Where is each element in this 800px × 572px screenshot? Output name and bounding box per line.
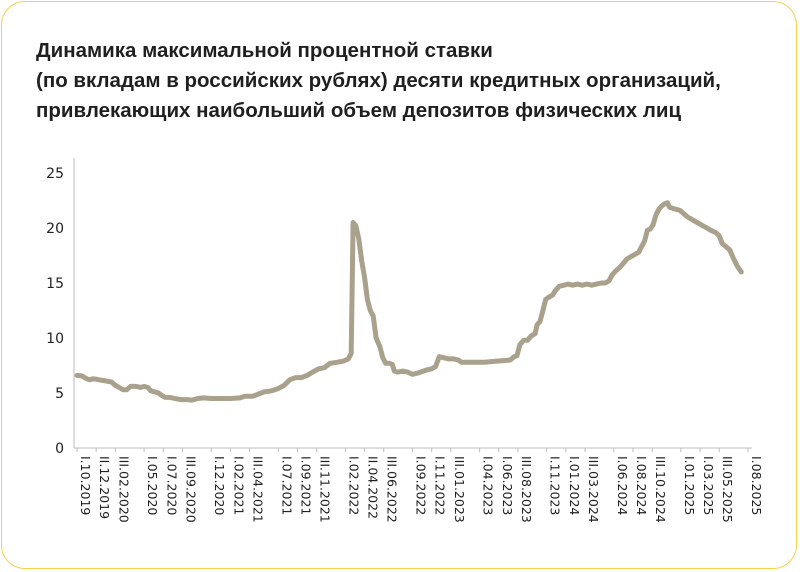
x-tick-label: III.09.2020	[183, 456, 198, 523]
y-tick-label: 10	[46, 331, 64, 347]
x-tick-label: I.01.2025	[682, 456, 697, 515]
x-tick-label: III.08.2023	[519, 456, 534, 523]
y-tick-label: 5	[55, 386, 64, 402]
x-tick-label: I.09.2022	[414, 456, 429, 515]
x-tick-label: I.07.2021	[279, 456, 294, 515]
x-tick-label: I.10.2019	[78, 456, 93, 515]
x-tick-label: II.12.2019	[97, 456, 112, 519]
x-tick-label: I.11.2022	[433, 456, 448, 515]
x-tick-label: I.07.2020	[164, 456, 179, 515]
y-tick-label: 15	[46, 276, 64, 292]
chart-title: Динамика максимальной процентной ставки …	[36, 36, 776, 126]
x-tick-label: III.10.2024	[653, 456, 668, 523]
x-tick-label: I.08.2024	[634, 456, 649, 515]
title-line-3: привлекающих наибольший объем депозитов …	[36, 99, 682, 122]
x-tick-label: I.09.2021	[298, 456, 313, 515]
x-tick-label: I.03.2025	[701, 456, 716, 515]
x-tick-label: III.06.2022	[385, 456, 400, 523]
x-tick-label: I.01.2024	[567, 456, 582, 515]
x-tick-label: I.04.2023	[481, 456, 496, 515]
title-line-2: (по вкладам в российских рублях) десяти …	[36, 69, 721, 92]
x-tick-label: III.03.2024	[586, 456, 601, 523]
x-tick-label: I.02.2021	[231, 456, 246, 515]
x-tick-label: I.11.2023	[548, 456, 563, 515]
x-tick-label: III.02.2020	[116, 456, 131, 523]
title-line-1: Динамика максимальной процентной ставки	[36, 39, 493, 62]
x-tick-label: I.06.2023	[500, 456, 515, 515]
x-tick-label: III.04.2021	[251, 456, 266, 523]
x-tick-label: I.06.2024	[615, 456, 630, 515]
y-tick-label: 25	[46, 166, 64, 182]
x-tick-label: III.01.2023	[452, 456, 467, 523]
x-tick-label: I.08.2025	[749, 456, 764, 515]
x-tick-label: III.05.2025	[720, 456, 735, 523]
x-tick-label: I.02.2022	[346, 456, 361, 515]
x-tick-label: III.11.2021	[318, 456, 333, 523]
x-tick-label: II.04.2022	[366, 456, 381, 519]
y-tick-label: 0	[55, 441, 64, 457]
series-line	[74, 200, 744, 403]
x-tick-label: I.12.2020	[212, 456, 227, 515]
y-tick-label: 20	[46, 221, 64, 237]
x-tick-label: I.05.2020	[145, 456, 160, 515]
